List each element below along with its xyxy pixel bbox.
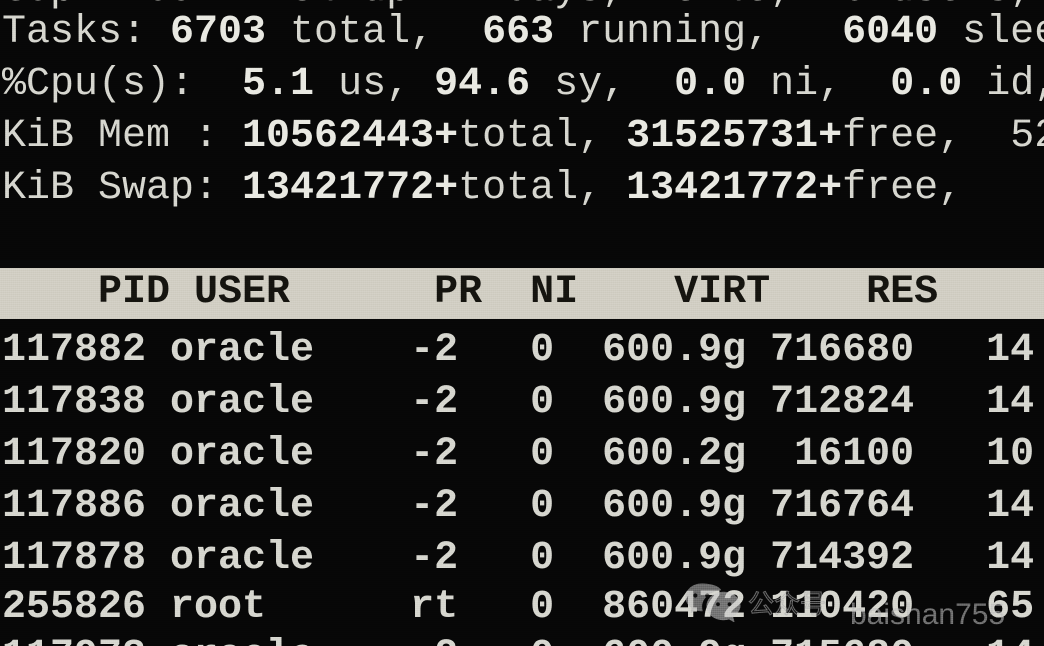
svg-text:公众号: 公众号: [748, 589, 826, 619]
svg-text:baishan755: baishan755: [850, 598, 1005, 631]
